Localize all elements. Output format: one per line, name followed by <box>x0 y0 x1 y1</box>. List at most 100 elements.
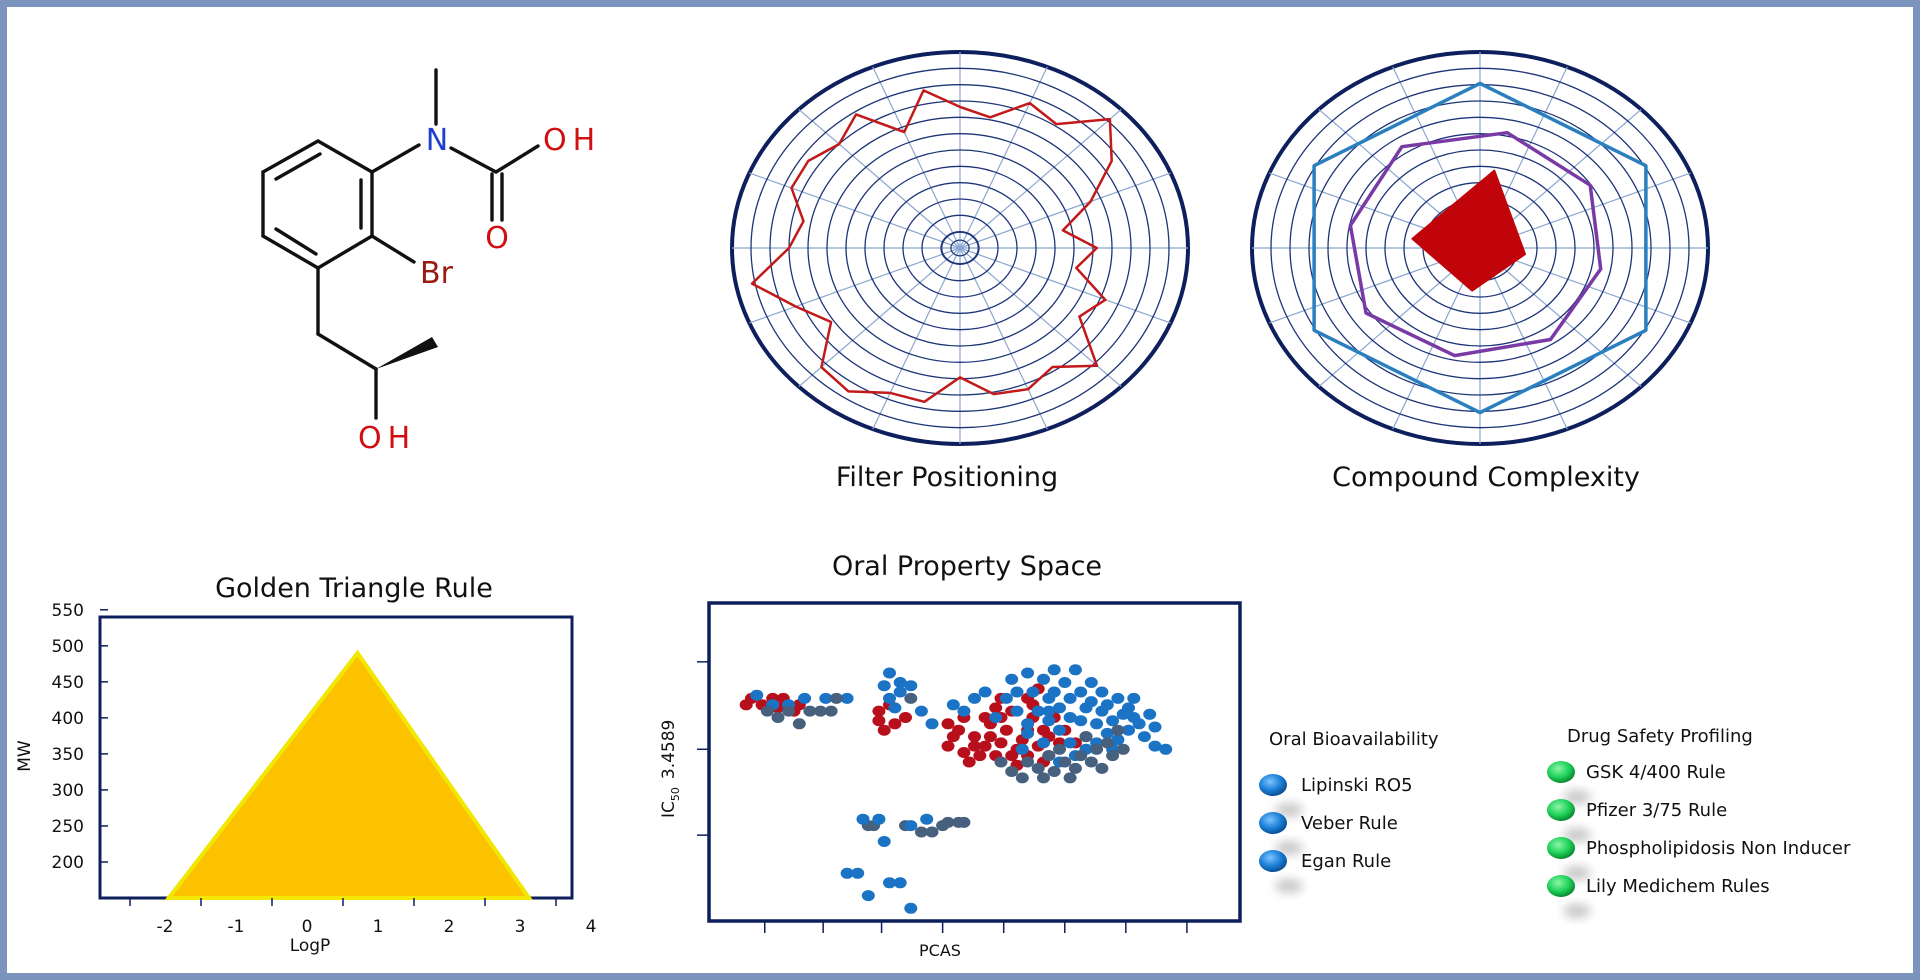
legend-bullet-shadow <box>1275 841 1303 855</box>
legend-bullet <box>1547 837 1575 859</box>
radar-series-line <box>750 89 1113 404</box>
golden-y-tick-label: 250 <box>52 817 84 837</box>
scatter-point-blue <box>1010 686 1024 698</box>
scatter-point-blue-low <box>893 877 907 889</box>
scatter-point-blue <box>1100 699 1114 711</box>
scatter-point-blue <box>1047 664 1061 676</box>
scatter-point-slate <box>1021 756 1035 768</box>
legend-item-label: Pfizer 3/75 Rule <box>1586 800 1727 821</box>
scatter-point-red <box>899 712 912 723</box>
radar-ring <box>769 84 1151 412</box>
scatter-point-blue <box>798 692 812 704</box>
golden-y-tick-label: 200 <box>52 853 84 873</box>
scatter-point-red <box>989 702 1003 714</box>
scatter-point-slate <box>829 692 843 704</box>
scatter-point-slate <box>1053 743 1066 755</box>
scatter-point-slate <box>1111 724 1125 736</box>
scatter-point-blue <box>888 702 902 714</box>
bond-n-carbonyl <box>449 146 498 174</box>
scatter-point-slate <box>1015 772 1029 784</box>
legend-item-label: Lipinski RO5 <box>1301 775 1413 796</box>
scatter-point-red <box>952 724 966 736</box>
radar-series-middle <box>1348 130 1603 358</box>
scatter-point-blue <box>1026 686 1040 698</box>
radar-ring <box>902 198 1018 298</box>
scatter-point-slate <box>1116 743 1130 755</box>
scatter-point-red <box>877 724 891 736</box>
scatter-point-blue <box>1063 737 1077 749</box>
scatter-point-slate <box>914 826 928 838</box>
scatter-point-slate <box>1084 756 1098 768</box>
scatter-point-blue <box>893 686 907 698</box>
scatter-point-slate <box>803 705 817 717</box>
legend-bullet-shadow <box>1275 803 1303 817</box>
scatter-point-blue <box>999 692 1013 704</box>
scatter-point-slate <box>814 705 827 717</box>
golden-x-tick-label: 3 <box>515 917 526 937</box>
golden-y-tick-label: 450 <box>52 673 84 693</box>
scatter-point-blue <box>1111 692 1125 704</box>
radar-series-outer <box>1312 81 1648 415</box>
scatter-point-blue <box>1084 677 1098 688</box>
scatter-point-blue <box>1127 712 1141 723</box>
bond-ring-n <box>370 143 421 174</box>
radar-ring <box>941 231 979 265</box>
scatter-point-slate <box>957 816 971 828</box>
legend-item-label: Lily Medichem Rules <box>1586 876 1770 897</box>
legend-bullet-shadow <box>1563 866 1591 880</box>
legend-drug-safety: Drug Safety Profiling GSK 4/400 Rule Pfiz… <box>1547 726 1851 918</box>
bond-ch2-ch <box>316 332 378 371</box>
golden-y-tick-label: 500 <box>52 637 84 657</box>
scatter-point-slate <box>1090 743 1104 755</box>
scatter-point-slate <box>994 756 1008 768</box>
scatter-point-red <box>978 712 992 723</box>
scatter-point-slate <box>1005 766 1019 777</box>
radar-ring <box>864 165 1056 331</box>
scatter-point-slate <box>760 705 774 717</box>
golden-x-tick-label: -1 <box>228 917 245 937</box>
scatter-point-slate <box>1047 766 1061 777</box>
bond-ring-br <box>370 234 416 264</box>
scatter-point-blue <box>1084 696 1098 708</box>
scatter-point-blue <box>978 686 992 698</box>
scatter-point-blue <box>1042 715 1056 727</box>
scatter-point-slate <box>1058 756 1072 768</box>
scatter-point-blue-low <box>904 902 918 914</box>
oral-y-label: IC503.4589 <box>659 720 682 818</box>
scatter-point-blue <box>1031 705 1045 717</box>
scatter-point-blue <box>914 705 928 717</box>
scatter-point-blue <box>1015 743 1029 755</box>
scatter-point-red <box>994 737 1008 749</box>
scatter-point-slate <box>925 826 939 838</box>
oral-property-space-chart: Oral Property Space PCAS IC503.4589 <box>659 551 1242 960</box>
golden-triangle-area <box>164 649 533 900</box>
radar-ring <box>1270 67 1690 429</box>
legend-oral-heading: Oral Bioavailability <box>1269 729 1439 750</box>
golden-triangle-chart: Golden Triangle Rule 550 500 450 400 350 300 2… <box>15 573 596 956</box>
radar-ring <box>1327 116 1633 380</box>
radar-chart-compound-complexity <box>1250 50 1710 446</box>
radar-chart-filter-positioning <box>730 50 1190 446</box>
molecule-structure <box>261 68 540 420</box>
oral-x-label: PCAS <box>919 941 961 960</box>
scatter-point-slate <box>941 816 955 828</box>
scatter-point-blue-low <box>872 813 886 825</box>
scatter-point-blue <box>1037 673 1050 685</box>
scatter-point-blue <box>1137 731 1151 743</box>
ring-bond <box>316 139 374 174</box>
scatter-point-slate <box>1031 762 1045 774</box>
scatter-point-blue <box>1005 673 1019 685</box>
scatter-point-red <box>957 747 971 758</box>
legend-bullet-shadow <box>1563 828 1591 842</box>
scatter-point-blue <box>1122 702 1135 714</box>
legend-item-label: Egan Rule <box>1301 851 1391 872</box>
legend-bullet <box>1259 774 1287 796</box>
scatter-point-blue-low <box>840 867 854 879</box>
golden-triangle-title: Golden Triangle Rule <box>215 573 493 604</box>
scatter-point-blue <box>1021 667 1035 679</box>
scatter-point-blue <box>840 692 854 704</box>
scatter-point-blue <box>883 692 896 704</box>
scatter-point-blue <box>1090 718 1104 730</box>
radar-ring <box>883 182 1037 314</box>
scatter-point-red <box>872 705 886 717</box>
